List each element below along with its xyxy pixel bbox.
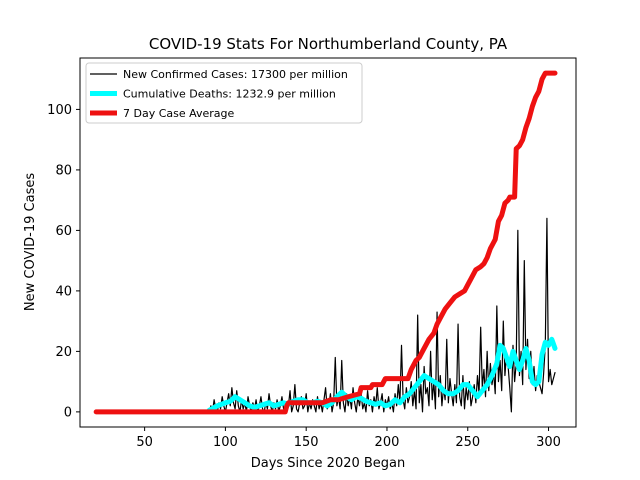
legend-label-2: 7 Day Case Average (123, 107, 235, 120)
series-line-1 (206, 336, 558, 413)
series-line-2 (93, 70, 558, 415)
plot-frame (79, 57, 577, 428)
x-axis: 50 100 150 200 250 300 (136, 427, 561, 450)
legend-label-0: New Confirmed Cases: 17300 per million (123, 68, 348, 81)
x-tick-label: 50 (136, 435, 153, 450)
x-tick-label: 300 (536, 435, 561, 450)
legend: New Confirmed Cases: 17300 per million Cu… (85, 62, 363, 124)
series-layer (93, 70, 558, 415)
x-tick-label: 150 (294, 435, 319, 450)
legend-label-1: Cumulative Deaths: 1232.9 per million (123, 88, 336, 101)
y-tick-label: 20 (55, 345, 72, 360)
y-tick-label: 60 (55, 224, 72, 239)
legend-box (85, 62, 363, 124)
chart-title: COVID-19 Stats For Northumberland County… (149, 35, 508, 53)
x-tick-label: 250 (455, 435, 480, 450)
y-tick-label: 100 (47, 103, 72, 118)
y-tick-label: 0 (64, 405, 72, 420)
y-axis: 0 20 40 60 80 100 (47, 103, 80, 420)
x-tick-label: 200 (375, 435, 400, 450)
x-tick-label: 100 (213, 435, 238, 450)
series-line-0 (208, 217, 556, 413)
x-axis-label: Days Since 2020 Began (251, 456, 406, 471)
y-tick-label: 40 (55, 284, 72, 299)
y-axis-label: New COVID-19 Cases (23, 173, 38, 311)
y-tick-label: 80 (55, 163, 72, 178)
